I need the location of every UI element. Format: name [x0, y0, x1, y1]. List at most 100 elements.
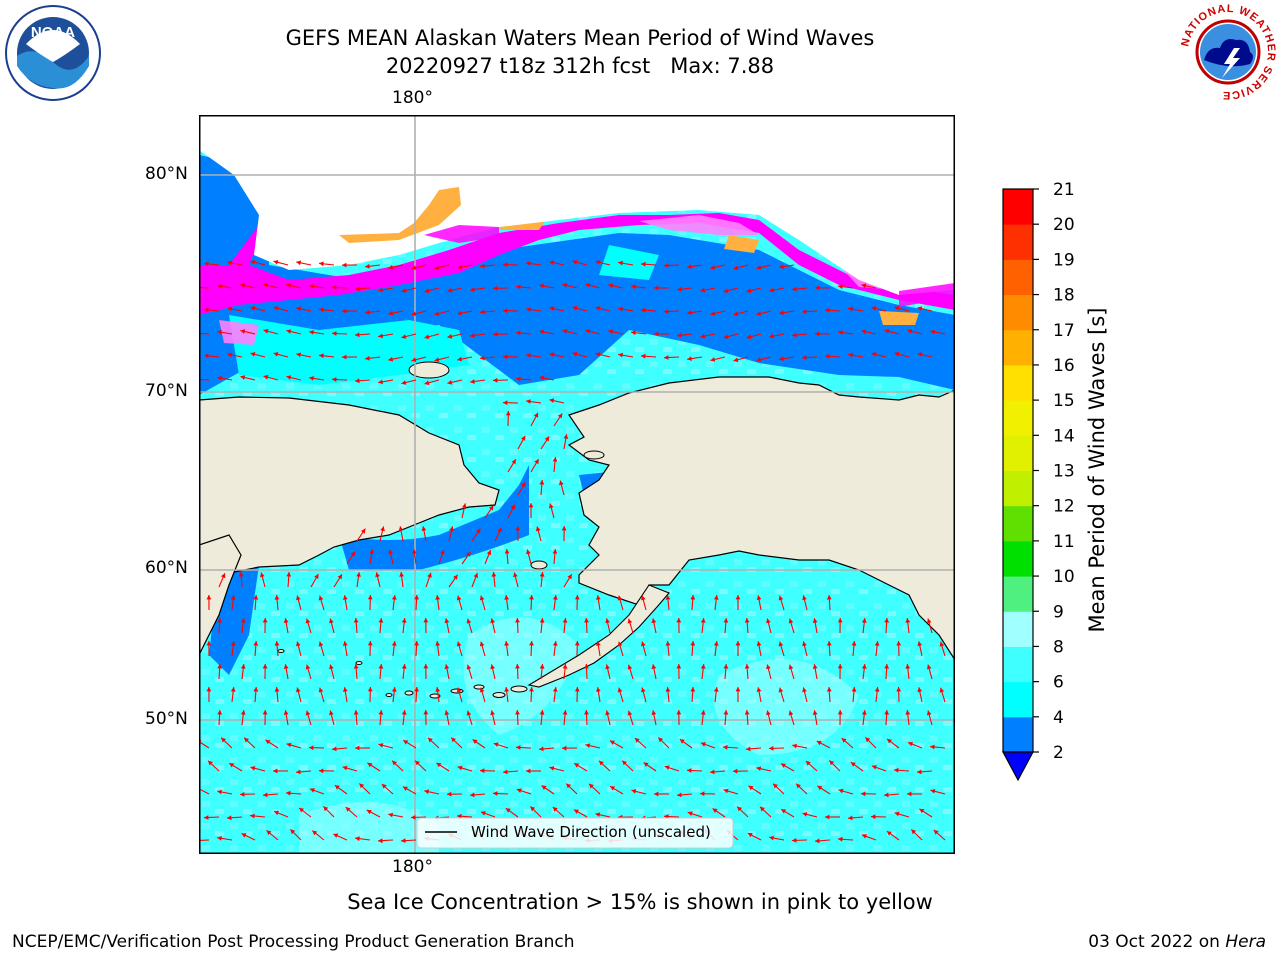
wind-wave-arrowhead [456, 595, 462, 601]
wind-wave-arrowhead [677, 286, 682, 292]
wind-wave-arrowhead [769, 333, 775, 339]
wind-wave-arrowhead [263, 282, 269, 288]
wind-wave-arrowhead [756, 641, 762, 646]
colorbar-band [1003, 716, 1033, 753]
wind-wave-arrowhead [435, 687, 441, 692]
wind-wave-arrowhead [444, 710, 450, 716]
wind-wave-arrowhead [825, 814, 830, 820]
wind-wave-arrowhead [816, 740, 822, 746]
colorbar-band [1003, 505, 1033, 542]
wind-wave-arrowhead [401, 618, 407, 623]
wind-wave-arrowhead [562, 618, 568, 623]
wind-wave-arrowhead [318, 595, 324, 601]
land-kamchatka [199, 534, 242, 656]
wind-wave-arrowhead [812, 664, 818, 669]
wind-wave-arrowhead [700, 333, 706, 339]
wind-wave-arrowhead [634, 738, 640, 743]
aleutian-islands [277, 361, 605, 699]
wind-wave-arrowhead [779, 310, 784, 316]
wind-wave-arrowhead [617, 687, 623, 693]
wind-wave-arrowhead [312, 830, 318, 836]
wind-wave-arrowhead [584, 710, 589, 715]
wind-wave-arrowhead [365, 309, 370, 315]
wind-wave-arrowhead [664, 765, 670, 770]
wind-wave-arrowhead [240, 283, 246, 288]
wind-wave-arrow [199, 740, 210, 749]
wind-wave-arrowhead [421, 526, 427, 531]
wind-wave-arrowhead [549, 260, 555, 265]
wind-wave-arrowhead [274, 641, 280, 646]
wind-wave-arrowhead [778, 595, 784, 601]
wind-wave-arrowhead [618, 306, 623, 312]
wind-wave-arrowhead [641, 595, 646, 601]
wind-wave-arrowhead [609, 740, 615, 745]
wind-wave-arrowhead [480, 811, 486, 816]
wind-wave-arrowhead [687, 264, 692, 269]
wind-wave-arrowhead [470, 792, 475, 798]
wind-wave-arrowhead [651, 664, 657, 670]
wind-wave-arrowhead [861, 283, 867, 289]
colorbar-tick-label: 12 [1053, 497, 1075, 517]
wind-wave-arrowhead [690, 595, 696, 600]
wind-wave-arrowhead [388, 549, 393, 555]
wind-wave-arrowhead [353, 664, 359, 669]
wind-wave-arrowhead [399, 572, 404, 577]
wind-wave-arrowhead [676, 618, 682, 623]
wind-wave-arrowhead [521, 482, 526, 487]
wind-wave-arrowhead [595, 352, 601, 357]
wind-wave-arrowhead [723, 664, 729, 669]
wind-wave-arrowhead [930, 789, 936, 794]
wind-wave-arrowhead [250, 766, 256, 771]
wind-wave-arrowhead [744, 710, 750, 715]
wind-wave-arrow [199, 378, 210, 381]
wind-wave-arrowhead [871, 765, 877, 770]
wind-wave-arrowhead [723, 744, 728, 750]
wind-wave-arrowhead [562, 710, 568, 715]
wind-wave-arrowhead [665, 687, 671, 692]
wind-wave-arrowhead [250, 306, 256, 311]
wind-wave-arrowhead [296, 595, 301, 601]
wind-wave-arrowhead [521, 435, 526, 441]
wind-wave-arrowhead [466, 551, 471, 557]
wind-wave-arrowhead [263, 792, 268, 798]
wind-wave-arrowhead [504, 549, 510, 554]
colorbar: 2 4 6 8 9 10 11 12 13 14 15 16 17 18 19 20 21 [1001, 180, 1075, 782]
wind-wave-arrowhead [886, 831, 892, 836]
wind-wave-arrowhead [434, 311, 440, 316]
wind-wave-arrowhead [367, 762, 373, 768]
wind-wave-arrowhead [533, 412, 539, 418]
colorbar-band [1003, 224, 1033, 260]
wind-wave-arrowhead [631, 330, 636, 336]
wind-wave-arrowhead [457, 310, 462, 316]
wind-wave-arrowhead [444, 664, 450, 670]
wind-wave-arrowhead [265, 739, 271, 745]
wind-wave-arrowhead [605, 618, 610, 624]
wind-wave-arrowhead [907, 329, 913, 334]
wind-wave-arrowhead [378, 743, 384, 748]
wind-wave-arrowhead [274, 595, 280, 600]
wind-wave-arrowhead [917, 352, 923, 357]
wind-wave-arrowhead [526, 399, 531, 404]
wind-wave-arrowhead [480, 263, 485, 269]
wind-wave-arrowhead [817, 785, 823, 791]
wind-wave-arrowhead [802, 355, 807, 360]
wind-wave-arrowhead [401, 288, 407, 293]
wind-wave-arrowhead [367, 687, 373, 692]
wind-wave-arrowhead [342, 354, 347, 360]
wind-wave-arrowhead [905, 618, 911, 623]
wind-wave-arrowhead [769, 287, 775, 293]
wind-wave-arrowhead [911, 829, 917, 835]
lat-label-70: 70°N [145, 381, 188, 401]
colorbar-tick-label: 6 [1053, 673, 1064, 693]
wind-wave-arrowhead [939, 641, 945, 647]
wind-wave-arrowhead [470, 333, 475, 338]
wind-wave-arrowhead [378, 664, 384, 669]
colorbar-tick-label: 16 [1053, 356, 1075, 376]
wind-wave-arrowhead [230, 641, 236, 646]
wind-wave-arrowhead [700, 287, 706, 293]
wind-wave-arrowhead [723, 334, 729, 339]
wind-wave-arrowhead [296, 260, 302, 266]
wind-wave-arrowhead [361, 528, 366, 534]
wind-wave-arrowhead [748, 785, 754, 791]
wind-wave-arrowhead [552, 687, 558, 692]
